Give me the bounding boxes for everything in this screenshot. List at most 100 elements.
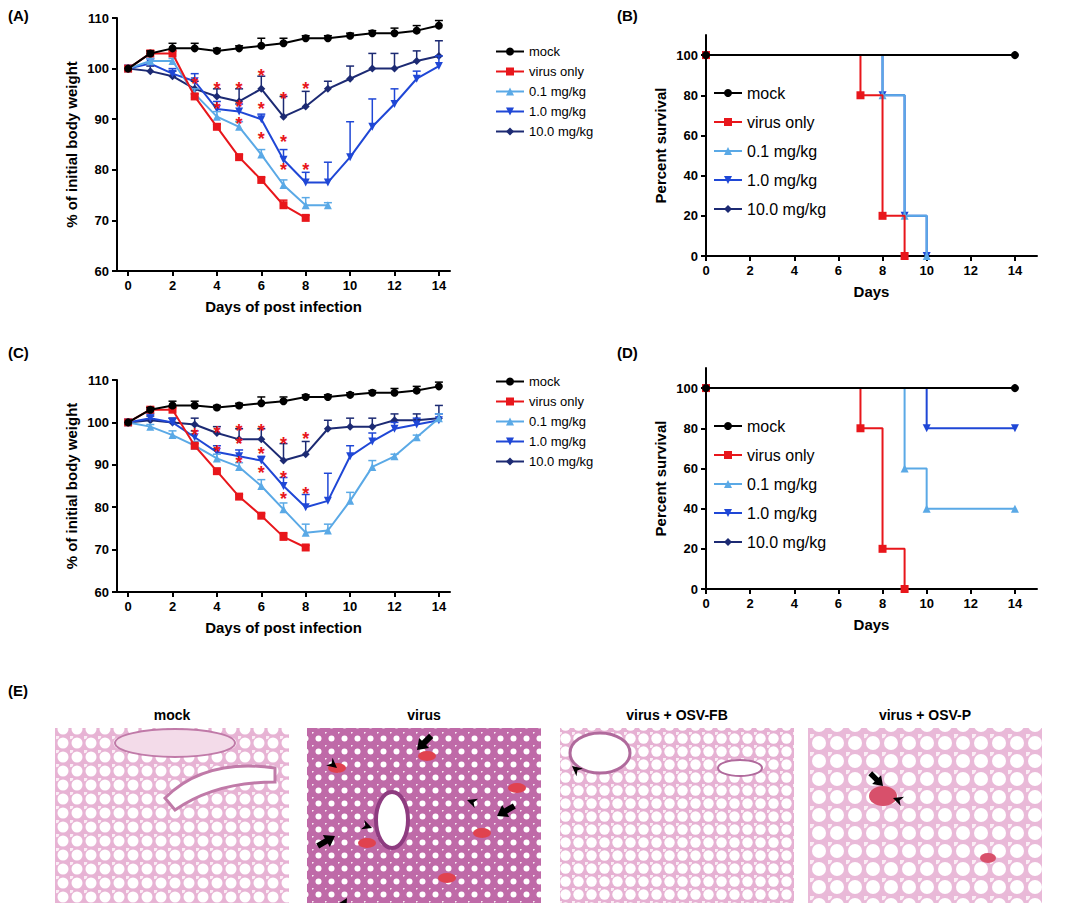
svg-text:*: * bbox=[258, 99, 265, 119]
svg-text:(C): (C) bbox=[8, 344, 29, 361]
svg-text:4: 4 bbox=[791, 263, 799, 278]
svg-text:*: * bbox=[213, 442, 220, 462]
svg-text:*: * bbox=[236, 114, 243, 134]
svg-text:1.0 mg/kg: 1.0 mg/kg bbox=[747, 172, 817, 189]
svg-text:0: 0 bbox=[124, 278, 131, 293]
svg-text:100: 100 bbox=[676, 48, 698, 63]
svg-text:70: 70 bbox=[95, 542, 109, 557]
svg-text:60: 60 bbox=[95, 264, 109, 279]
svg-text:(B): (B) bbox=[617, 7, 638, 24]
svg-text:14: 14 bbox=[1008, 263, 1023, 278]
svg-text:1.0 mg/kg: 1.0 mg/kg bbox=[747, 505, 817, 522]
svg-text:0: 0 bbox=[702, 263, 709, 278]
svg-text:virus only: virus only bbox=[747, 447, 815, 464]
svg-text:*: * bbox=[213, 423, 220, 443]
svg-text:90: 90 bbox=[95, 112, 109, 127]
svg-text:0: 0 bbox=[702, 596, 709, 611]
svg-text:10: 10 bbox=[343, 599, 357, 614]
svg-text:2: 2 bbox=[747, 596, 754, 611]
svg-text:*: * bbox=[280, 468, 287, 488]
svg-text:20: 20 bbox=[684, 208, 698, 223]
svg-text:10: 10 bbox=[343, 278, 357, 293]
svg-text:mock: mock bbox=[154, 707, 191, 723]
svg-text:virus only: virus only bbox=[529, 64, 584, 79]
svg-text:Days: Days bbox=[854, 616, 890, 633]
svg-text:0: 0 bbox=[124, 599, 131, 614]
svg-text:*: * bbox=[191, 74, 198, 94]
svg-text:60: 60 bbox=[684, 461, 698, 476]
svg-text:0: 0 bbox=[691, 249, 698, 264]
svg-text:% of initial body weight: % of initial body weight bbox=[63, 403, 80, 570]
svg-text:80: 80 bbox=[95, 162, 109, 177]
svg-text:12: 12 bbox=[387, 599, 401, 614]
svg-text:10.0 mg/kg: 10.0 mg/kg bbox=[529, 454, 593, 469]
svg-text:6: 6 bbox=[835, 263, 842, 278]
svg-text:*: * bbox=[258, 66, 265, 86]
svg-text:60: 60 bbox=[95, 585, 109, 600]
svg-text:Days of post infection: Days of post infection bbox=[205, 619, 362, 636]
svg-text:mock: mock bbox=[747, 418, 786, 435]
svg-text:100: 100 bbox=[87, 61, 109, 76]
svg-text:4: 4 bbox=[213, 599, 221, 614]
svg-text:*: * bbox=[302, 79, 309, 99]
svg-text:*: * bbox=[302, 160, 309, 180]
svg-text:4: 4 bbox=[213, 278, 221, 293]
svg-text:*: * bbox=[280, 160, 287, 180]
svg-text:80: 80 bbox=[684, 421, 698, 436]
svg-text:*: * bbox=[302, 429, 309, 449]
svg-text:0.1 mg/kg: 0.1 mg/kg bbox=[529, 84, 586, 99]
svg-text:*: * bbox=[280, 132, 287, 152]
svg-text:Days of post infection: Days of post infection bbox=[205, 298, 362, 315]
svg-text:virus + OSV-P: virus + OSV-P bbox=[879, 707, 971, 723]
svg-text:10: 10 bbox=[919, 263, 933, 278]
svg-text:Percent survival: Percent survival bbox=[652, 421, 669, 537]
svg-text:14: 14 bbox=[1008, 596, 1023, 611]
svg-text:*: * bbox=[258, 463, 265, 483]
svg-text:*: * bbox=[213, 79, 220, 99]
svg-text:*: * bbox=[258, 421, 265, 441]
svg-text:(D): (D) bbox=[617, 344, 638, 361]
svg-text:0.1 mg/kg: 0.1 mg/kg bbox=[747, 476, 817, 493]
svg-text:80: 80 bbox=[95, 500, 109, 515]
svg-text:0.1 mg/kg: 0.1 mg/kg bbox=[747, 143, 817, 160]
svg-text:20: 20 bbox=[684, 541, 698, 556]
svg-text:*: * bbox=[280, 489, 287, 509]
svg-text:10.0 mg/kg: 10.0 mg/kg bbox=[529, 124, 593, 139]
svg-text:*: * bbox=[191, 425, 198, 445]
svg-text:40: 40 bbox=[684, 501, 698, 516]
svg-text:110: 110 bbox=[88, 11, 109, 26]
svg-text:12: 12 bbox=[387, 278, 401, 293]
svg-text:12: 12 bbox=[964, 263, 978, 278]
svg-text:*: * bbox=[280, 434, 287, 454]
svg-text:12: 12 bbox=[964, 596, 978, 611]
svg-text:10: 10 bbox=[919, 596, 933, 611]
svg-text:70: 70 bbox=[95, 213, 109, 228]
svg-text:2: 2 bbox=[169, 278, 176, 293]
svg-text:4: 4 bbox=[791, 596, 799, 611]
svg-text:1.0 mg/kg: 1.0 mg/kg bbox=[529, 434, 586, 449]
svg-text:80: 80 bbox=[684, 88, 698, 103]
svg-text:*: * bbox=[280, 89, 287, 109]
svg-text:*: * bbox=[302, 484, 309, 504]
svg-text:(E): (E) bbox=[8, 682, 28, 699]
svg-text:110: 110 bbox=[88, 373, 109, 388]
svg-text:40: 40 bbox=[684, 168, 698, 183]
svg-text:6: 6 bbox=[258, 599, 265, 614]
svg-text:8: 8 bbox=[879, 596, 886, 611]
svg-text:14: 14 bbox=[432, 278, 447, 293]
svg-text:virus only: virus only bbox=[747, 114, 815, 131]
svg-text:virus only: virus only bbox=[529, 394, 584, 409]
svg-text:60: 60 bbox=[684, 128, 698, 143]
svg-text:*: * bbox=[236, 434, 243, 454]
svg-text:2: 2 bbox=[747, 263, 754, 278]
svg-text:10.0 mg/kg: 10.0 mg/kg bbox=[747, 201, 826, 218]
svg-text:*: * bbox=[213, 99, 220, 119]
svg-text:% of initial body weight: % of initial body weight bbox=[63, 61, 80, 228]
svg-text:0.1 mg/kg: 0.1 mg/kg bbox=[529, 414, 586, 429]
svg-text:8: 8 bbox=[302, 278, 309, 293]
svg-text:virus + OSV-FB: virus + OSV-FB bbox=[626, 707, 728, 723]
svg-text:10.0 mg/kg: 10.0 mg/kg bbox=[747, 534, 826, 551]
svg-text:mock: mock bbox=[529, 374, 561, 389]
svg-text:6: 6 bbox=[835, 596, 842, 611]
svg-text:8: 8 bbox=[302, 599, 309, 614]
